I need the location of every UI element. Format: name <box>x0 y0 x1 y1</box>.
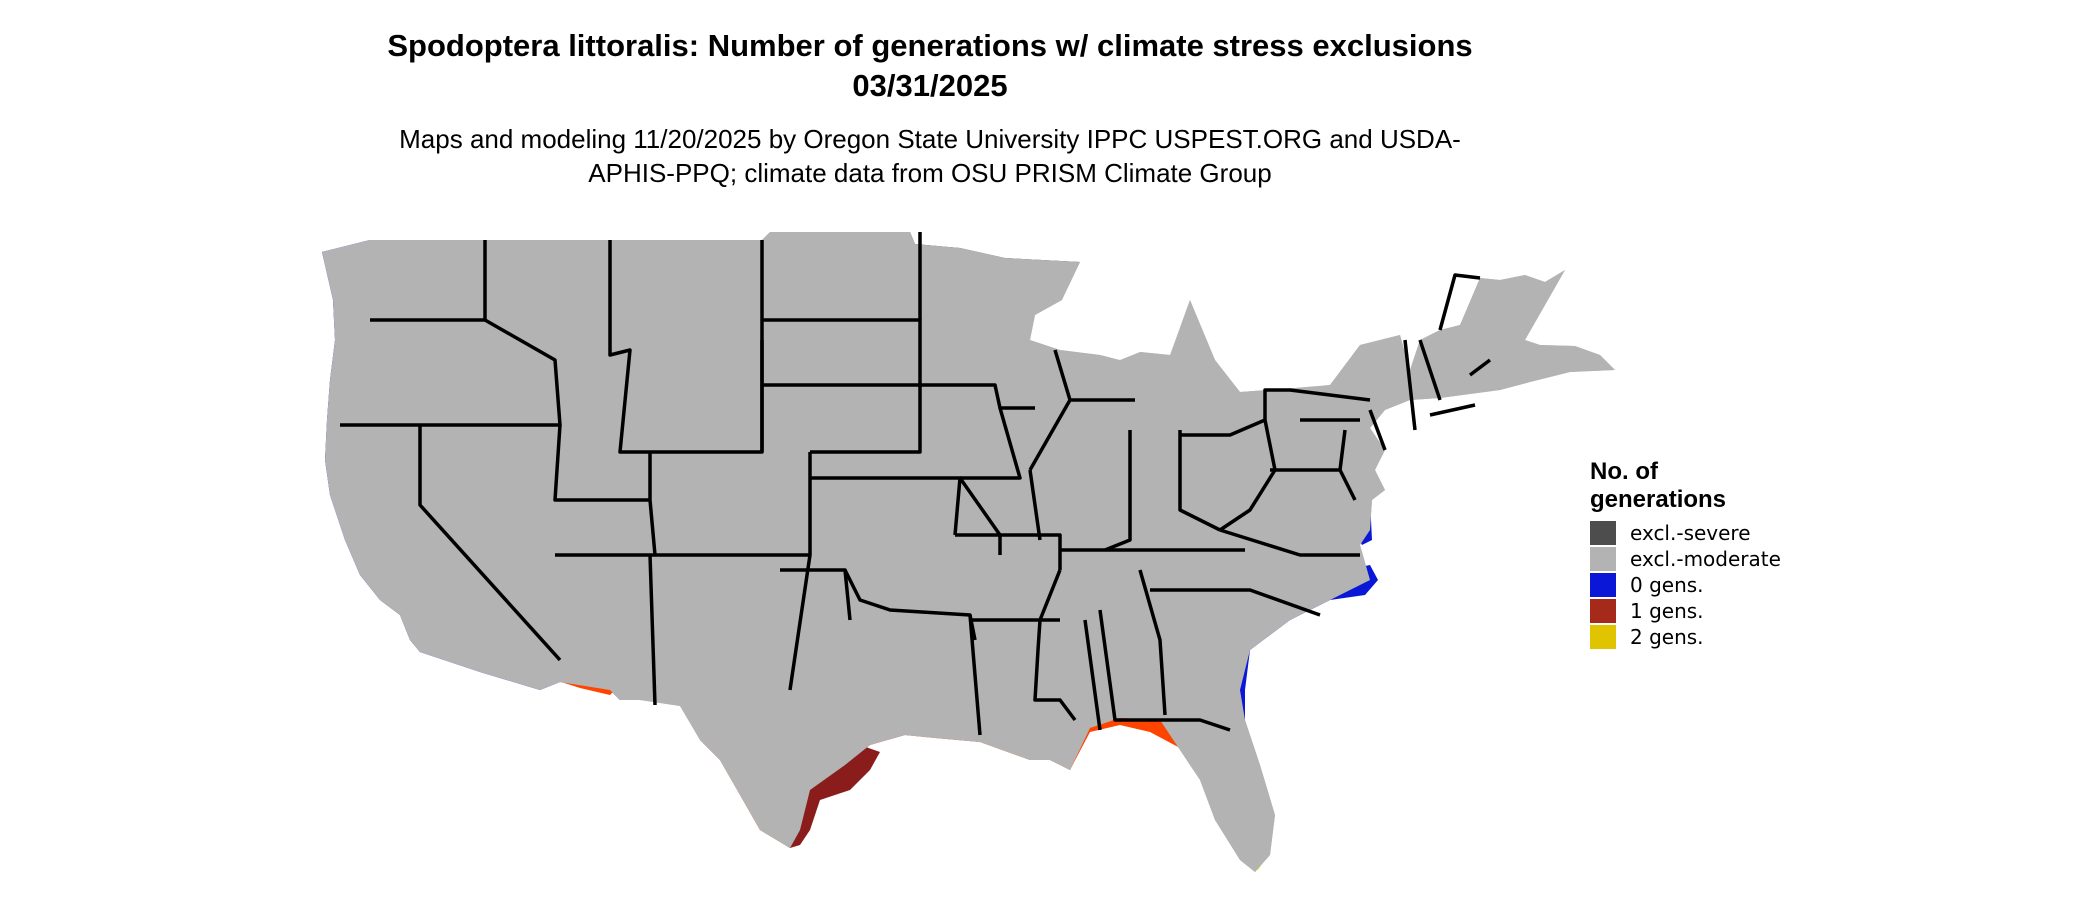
legend-swatch <box>1590 599 1616 623</box>
map-title: Spodoptera littoralis: Number of generat… <box>387 28 1473 103</box>
legend-item: 0 gens. <box>1590 572 1790 598</box>
legend-label: excl.-moderate <box>1630 547 1781 571</box>
legend-swatch <box>1590 547 1616 571</box>
legend-swatch <box>1590 625 1616 649</box>
map-subtitle: Maps and modeling 11/20/2025 by Oregon S… <box>399 124 1461 188</box>
legend-item: 1 gens. <box>1590 598 1790 624</box>
legend-swatch <box>1590 573 1616 597</box>
legend-label: 0 gens. <box>1630 573 1704 597</box>
legend-title: No. of generations <box>1590 458 1727 513</box>
lake-superior <box>1050 282 1165 312</box>
map-legend: No. of generations excl.-severe excl.-mod… <box>1590 458 1790 650</box>
state-boundaries <box>320 230 1617 874</box>
legend-swatch <box>1590 521 1616 545</box>
legend-label: 2 gens. <box>1630 625 1704 649</box>
legend-item: 2 gens. <box>1590 624 1790 650</box>
legend-item: excl.-moderate <box>1590 546 1790 572</box>
legend-label: 1 gens. <box>1630 599 1704 623</box>
legend-label: excl.-severe <box>1630 521 1751 545</box>
legend-item: excl.-severe <box>1590 520 1790 546</box>
